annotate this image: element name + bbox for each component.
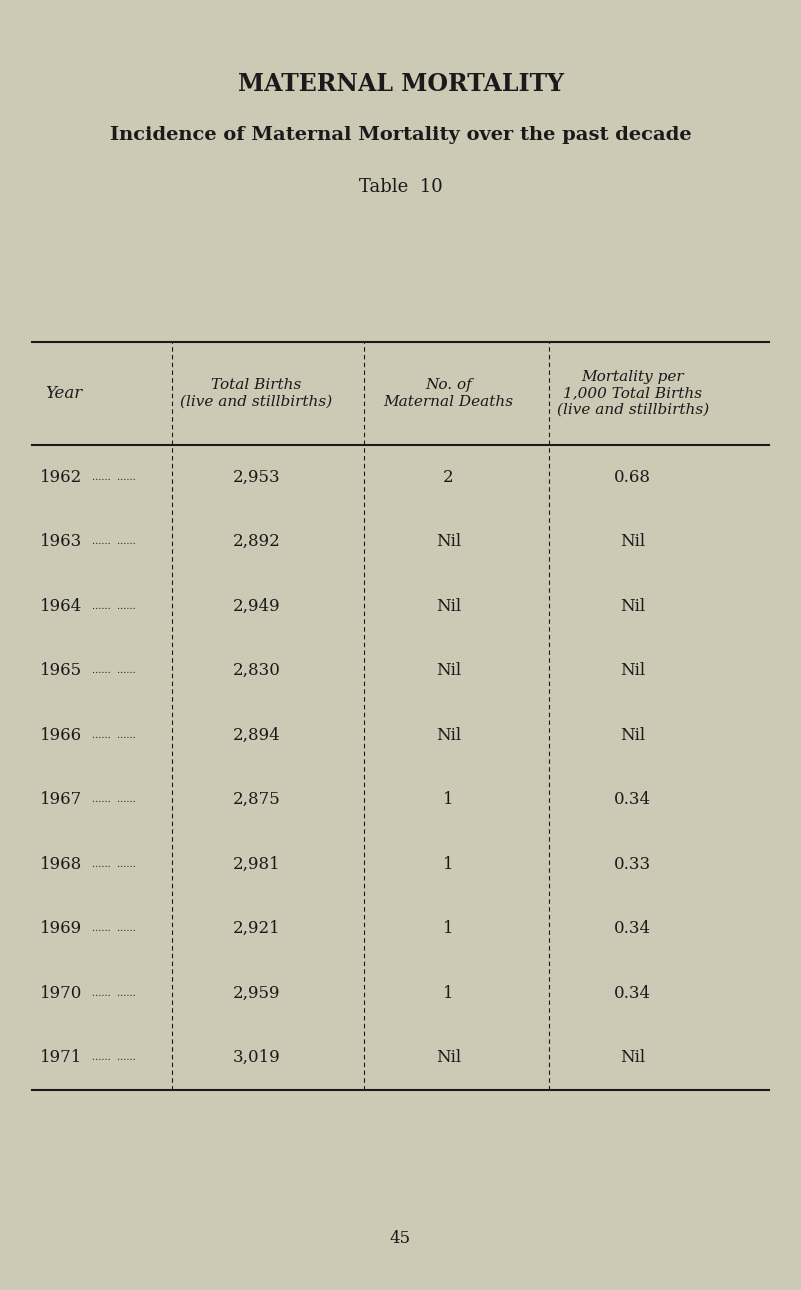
Text: 3,019: 3,019 (232, 1049, 280, 1067)
Text: 2,949: 2,949 (232, 597, 280, 615)
Text: MATERNAL MORTALITY: MATERNAL MORTALITY (238, 72, 563, 95)
Text: 1964: 1964 (40, 597, 83, 615)
Text: 1962: 1962 (40, 468, 83, 486)
Text: 2,894: 2,894 (232, 726, 280, 744)
Text: 45: 45 (390, 1229, 411, 1247)
Text: 1: 1 (443, 984, 454, 1002)
Text: ......  ......: ...... ...... (92, 1054, 136, 1062)
Text: Nil: Nil (620, 726, 646, 744)
Text: ......  ......: ...... ...... (92, 796, 136, 804)
Text: ......  ......: ...... ...... (92, 860, 136, 868)
Text: 2,981: 2,981 (232, 855, 280, 873)
Text: 1970: 1970 (40, 984, 83, 1002)
Text: 1: 1 (443, 855, 454, 873)
Text: Total Births
(live and stillbirths): Total Births (live and stillbirths) (180, 378, 332, 409)
Text: 0.34: 0.34 (614, 791, 651, 809)
Text: Nil: Nil (620, 597, 646, 615)
Text: 2,953: 2,953 (232, 468, 280, 486)
Text: 1966: 1966 (40, 726, 83, 744)
Text: 0.68: 0.68 (614, 468, 651, 486)
Text: 1965: 1965 (40, 662, 83, 680)
Text: 2,892: 2,892 (232, 533, 280, 551)
Text: 1969: 1969 (40, 920, 83, 938)
Text: Nil: Nil (436, 1049, 461, 1067)
Text: ......  ......: ...... ...... (92, 602, 136, 610)
Text: 2: 2 (443, 468, 454, 486)
Text: 1968: 1968 (40, 855, 83, 873)
Text: Nil: Nil (436, 662, 461, 680)
Text: ......  ......: ...... ...... (92, 538, 136, 546)
Text: Table  10: Table 10 (359, 178, 442, 196)
Text: ......  ......: ...... ...... (92, 925, 136, 933)
Text: 0.34: 0.34 (614, 920, 651, 938)
Text: Year: Year (46, 384, 83, 402)
Text: 0.33: 0.33 (614, 855, 651, 873)
Text: Nil: Nil (620, 533, 646, 551)
Text: Nil: Nil (436, 726, 461, 744)
Text: 1: 1 (443, 791, 454, 809)
Text: ......  ......: ...... ...... (92, 667, 136, 675)
Text: ......  ......: ...... ...... (92, 473, 136, 481)
Text: ......  ......: ...... ...... (92, 989, 136, 997)
Text: Nil: Nil (620, 662, 646, 680)
Text: Nil: Nil (436, 533, 461, 551)
Text: No. of
Maternal Deaths: No. of Maternal Deaths (384, 378, 513, 409)
Text: 2,830: 2,830 (232, 662, 280, 680)
Text: 0.34: 0.34 (614, 984, 651, 1002)
Text: 1967: 1967 (40, 791, 83, 809)
Text: 2,875: 2,875 (232, 791, 280, 809)
Text: Nil: Nil (620, 1049, 646, 1067)
Text: 2,959: 2,959 (232, 984, 280, 1002)
Text: 1963: 1963 (40, 533, 83, 551)
Text: 2,921: 2,921 (232, 920, 280, 938)
Text: Mortality per
1,000 Total Births
(live and stillbirths): Mortality per 1,000 Total Births (live a… (557, 370, 709, 417)
Text: ......  ......: ...... ...... (92, 731, 136, 739)
Text: Nil: Nil (436, 597, 461, 615)
Text: 1: 1 (443, 920, 454, 938)
Text: 1971: 1971 (40, 1049, 83, 1067)
Text: Incidence of Maternal Mortality over the past decade: Incidence of Maternal Mortality over the… (110, 126, 691, 144)
